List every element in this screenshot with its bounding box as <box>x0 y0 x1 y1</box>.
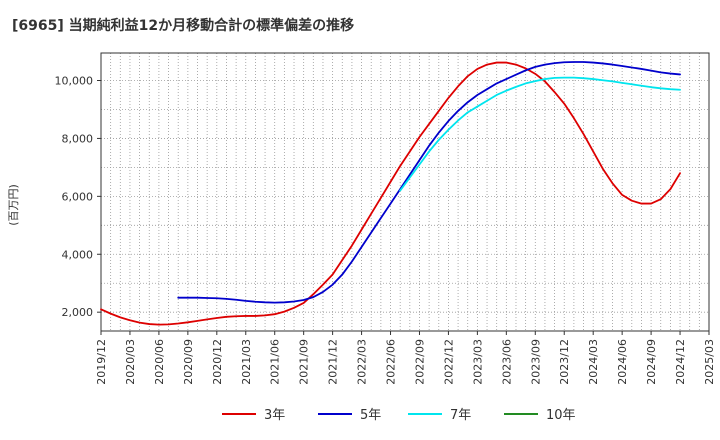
x-tick-label: 2022/06 <box>385 339 398 385</box>
x-tick-label: 2024/09 <box>645 339 658 385</box>
x-tick-label: 2021/09 <box>298 339 311 385</box>
legend-item: 3年 <box>222 408 285 423</box>
legend-item: 10年 <box>504 408 576 423</box>
x-tick-label: 2021/12 <box>327 339 340 385</box>
legend-label: 5年 <box>360 408 381 423</box>
x-tick-label: 2023/06 <box>500 339 513 385</box>
series-line-3年 <box>100 61 681 326</box>
x-tick-label: 2025/03 <box>703 339 716 385</box>
x-tick-label: 2022/12 <box>442 339 455 385</box>
chart-title: [6965] 当期純利益12か月移動合計の標準偏差の推移 <box>12 17 354 34</box>
x-tick-label: 2021/03 <box>240 339 253 385</box>
x-tick-label: 2024/12 <box>674 339 687 385</box>
y-tick-label: 4,000 <box>62 248 94 261</box>
x-tick-label: 2020/12 <box>211 339 224 385</box>
x-tick-label: 2023/12 <box>558 339 571 385</box>
y-axis-label: (百万円) <box>7 184 20 226</box>
legend: 3年 5年 7年 10年 <box>222 408 576 423</box>
x-tick-label: 2024/06 <box>616 339 629 385</box>
y-tick-label: 8,000 <box>62 132 94 145</box>
legend-item: 5年 <box>318 408 381 423</box>
x-tick-label: 2023/03 <box>471 339 484 385</box>
x-tick-label: 2020/03 <box>124 339 137 385</box>
legend-label: 7年 <box>450 408 471 423</box>
x-tick-label: 2020/09 <box>182 339 195 385</box>
plot-area: 2,000 4,000 6,000 8,000 10,000 2019/12 2020/03… <box>55 52 716 385</box>
x-tick-label: 2021/06 <box>269 339 282 385</box>
legend-item: 7年 <box>408 408 471 423</box>
series-line-5年 <box>177 61 681 304</box>
x-tick-label: 2022/09 <box>413 339 426 385</box>
x-tick-label: 2022/03 <box>356 339 369 385</box>
x-tick-label: 2020/06 <box>153 339 166 385</box>
x-tick-label: 2023/09 <box>529 339 542 385</box>
y-tick-label: 6,000 <box>62 190 94 203</box>
y-tick-label: 2,000 <box>62 306 94 319</box>
legend-label: 10年 <box>546 408 576 423</box>
y-tick-label: 10,000 <box>55 75 94 88</box>
x-tick-label: 2024/03 <box>587 339 600 385</box>
plot-frame <box>100 52 710 332</box>
legend-label: 3年 <box>264 408 285 423</box>
series-line-7年 <box>399 76 681 192</box>
x-tick-label: 2019/12 <box>95 339 108 385</box>
